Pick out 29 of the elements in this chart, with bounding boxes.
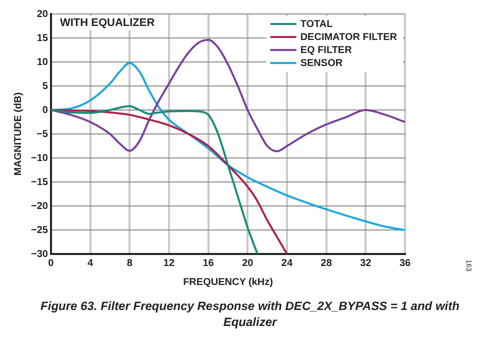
y-tick-label: −15 <box>30 176 48 188</box>
y-axis-title: MAGNITUDE (dB) <box>12 92 24 176</box>
line-series <box>50 38 405 152</box>
x-tick-label: 20 <box>242 258 254 269</box>
y-tick-label: −20 <box>30 200 48 212</box>
x-tick-label: 16 <box>202 258 214 269</box>
legend-label: EQ FILTER <box>300 44 353 56</box>
y-tick-label: 15 <box>36 32 48 44</box>
legend-label: TOTAL <box>300 18 333 30</box>
y-tick-label: −25 <box>30 224 48 236</box>
x-tick-label: 36 <box>399 258 411 269</box>
x-tick-label: 28 <box>320 258 332 269</box>
x-tick-label: 8 <box>126 258 133 269</box>
chart-title: WITH EQUALIZER <box>60 17 155 30</box>
y-tick-label: −5 <box>36 128 48 140</box>
legend-label: SENSOR <box>300 58 344 69</box>
y-tick-label: 0 <box>42 104 48 116</box>
legend-label: DECIMATOR FILTER <box>300 32 398 43</box>
y-tick-label: −30 <box>30 248 48 260</box>
y-tick-label: −10 <box>30 152 48 164</box>
y-tick-label: 10 <box>36 56 48 68</box>
y-tick-label: 5 <box>42 80 48 92</box>
caption: Figure 63. Filter Frequency Response with DEC_2X_BYPASS = 1 and with Equalizer <box>40 298 460 330</box>
x-tick-label: 24 <box>281 258 293 269</box>
x-tick-label: 32 <box>360 258 372 269</box>
x-axis-title: FREQUENCY (kHz) <box>183 276 273 288</box>
x-tick-label: 4 <box>88 258 94 269</box>
x-tick-label: 12 <box>163 258 175 269</box>
y-tick-label: 20 <box>36 8 48 20</box>
